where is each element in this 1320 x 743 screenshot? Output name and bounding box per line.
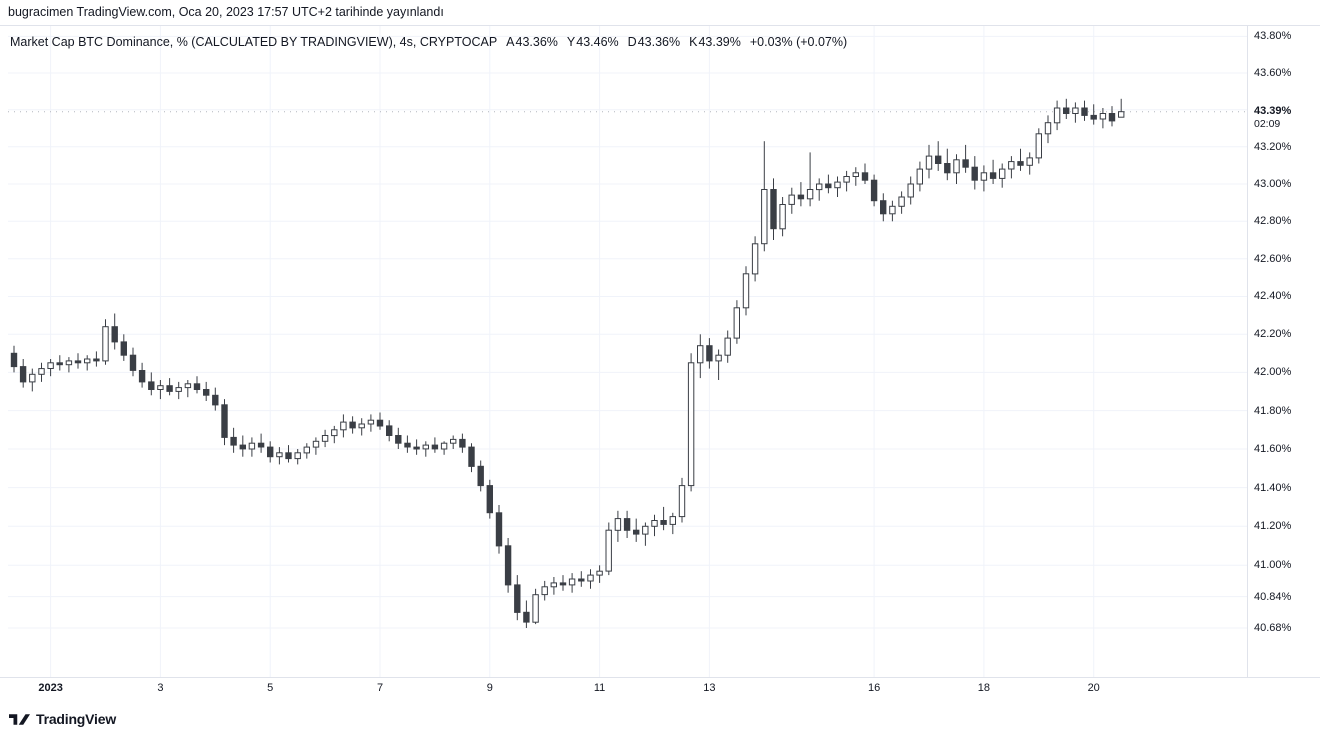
- time-axis-label: 9: [486, 682, 493, 694]
- ohlc-open: A 43.36%: [506, 35, 558, 49]
- last-price-label: 43.39% 02:09: [1254, 104, 1296, 131]
- candles: [10, 98, 1125, 628]
- price-axis-label: 40.84%: [1254, 590, 1292, 603]
- bar-countdown: 02:09: [1254, 117, 1281, 130]
- ohlc-low: D 43.36%: [628, 35, 680, 49]
- price-axis-label: 42.80%: [1254, 215, 1292, 228]
- time-axis-label: 13: [703, 682, 716, 694]
- tradingview-logo[interactable]: TradingView: [9, 711, 116, 727]
- symbol-title: Market Cap BTC Dominance, % (CALCULATED …: [10, 35, 498, 49]
- close-label: K: [689, 35, 698, 49]
- price-axis-label: 41.60%: [1254, 442, 1292, 455]
- grid-lines: [8, 26, 1247, 677]
- price-axis-label: 43.20%: [1254, 140, 1292, 153]
- price-axis-label: 41.20%: [1254, 520, 1292, 533]
- chart-container: Market Cap BTC Dominance, % (CALCULATED …: [0, 25, 1320, 678]
- time-axis-label: 11: [593, 682, 606, 694]
- time-axis-label: 7: [376, 682, 384, 694]
- price-axis-label: 40.68%: [1254, 622, 1292, 635]
- tradingview-logo-icon: [9, 713, 30, 725]
- high-label: Y: [566, 35, 576, 49]
- time-axis-label: 16: [867, 682, 881, 694]
- price-axis-label: 42.40%: [1254, 290, 1292, 303]
- time-axis-label: 2023: [38, 682, 63, 694]
- time-axis-label: 20: [1087, 682, 1100, 694]
- price-axis-label: 42.00%: [1254, 366, 1292, 379]
- open-label: A: [506, 35, 515, 49]
- low-label: D: [627, 35, 637, 49]
- candlestick-chart[interactable]: [8, 26, 1247, 677]
- ohlc-close: K 43.39%: [689, 35, 741, 49]
- ohlc-high: Y 43.46%: [567, 35, 619, 49]
- price-axis-label: 43.60%: [1254, 67, 1292, 79]
- price-axis-label: 42.20%: [1254, 328, 1292, 341]
- price-axis-label: 43.00%: [1254, 177, 1292, 190]
- symbol-legend[interactable]: Market Cap BTC Dominance, % (CALCULATED …: [10, 35, 847, 49]
- high-value: 43.46%: [576, 35, 619, 49]
- price-axis-label: 41.40%: [1254, 481, 1292, 494]
- price-change: +0.03% (+0.07%): [749, 35, 848, 49]
- time-axis[interactable]: 2023 3 5 7 9 11 13 16 18 20: [8, 677, 1247, 703]
- price-axis[interactable]: 43.80% 43.60% 43.20% 43.00% 42.80% 42.60% 42.4…: [1247, 26, 1320, 677]
- last-price-value: 43.39%: [1254, 104, 1292, 117]
- time-axis-label: 3: [157, 682, 164, 694]
- price-axis-label: 43.80%: [1254, 30, 1292, 43]
- tradingview-logo-text: TradingView: [36, 711, 117, 727]
- price-axis-label: 42.60%: [1254, 252, 1292, 265]
- time-axis-label: 5: [267, 682, 274, 694]
- publish-info: bugracimen TradingView.com, Oca 20, 2023…: [8, 5, 444, 19]
- open-value: 43.36%: [515, 35, 558, 49]
- price-axis-label: 41.00%: [1254, 559, 1292, 572]
- time-axis-label: 18: [977, 682, 991, 694]
- low-value: 43.36%: [637, 35, 681, 49]
- price-axis-label: 41.80%: [1254, 404, 1292, 417]
- close-value: 43.39%: [698, 35, 741, 49]
